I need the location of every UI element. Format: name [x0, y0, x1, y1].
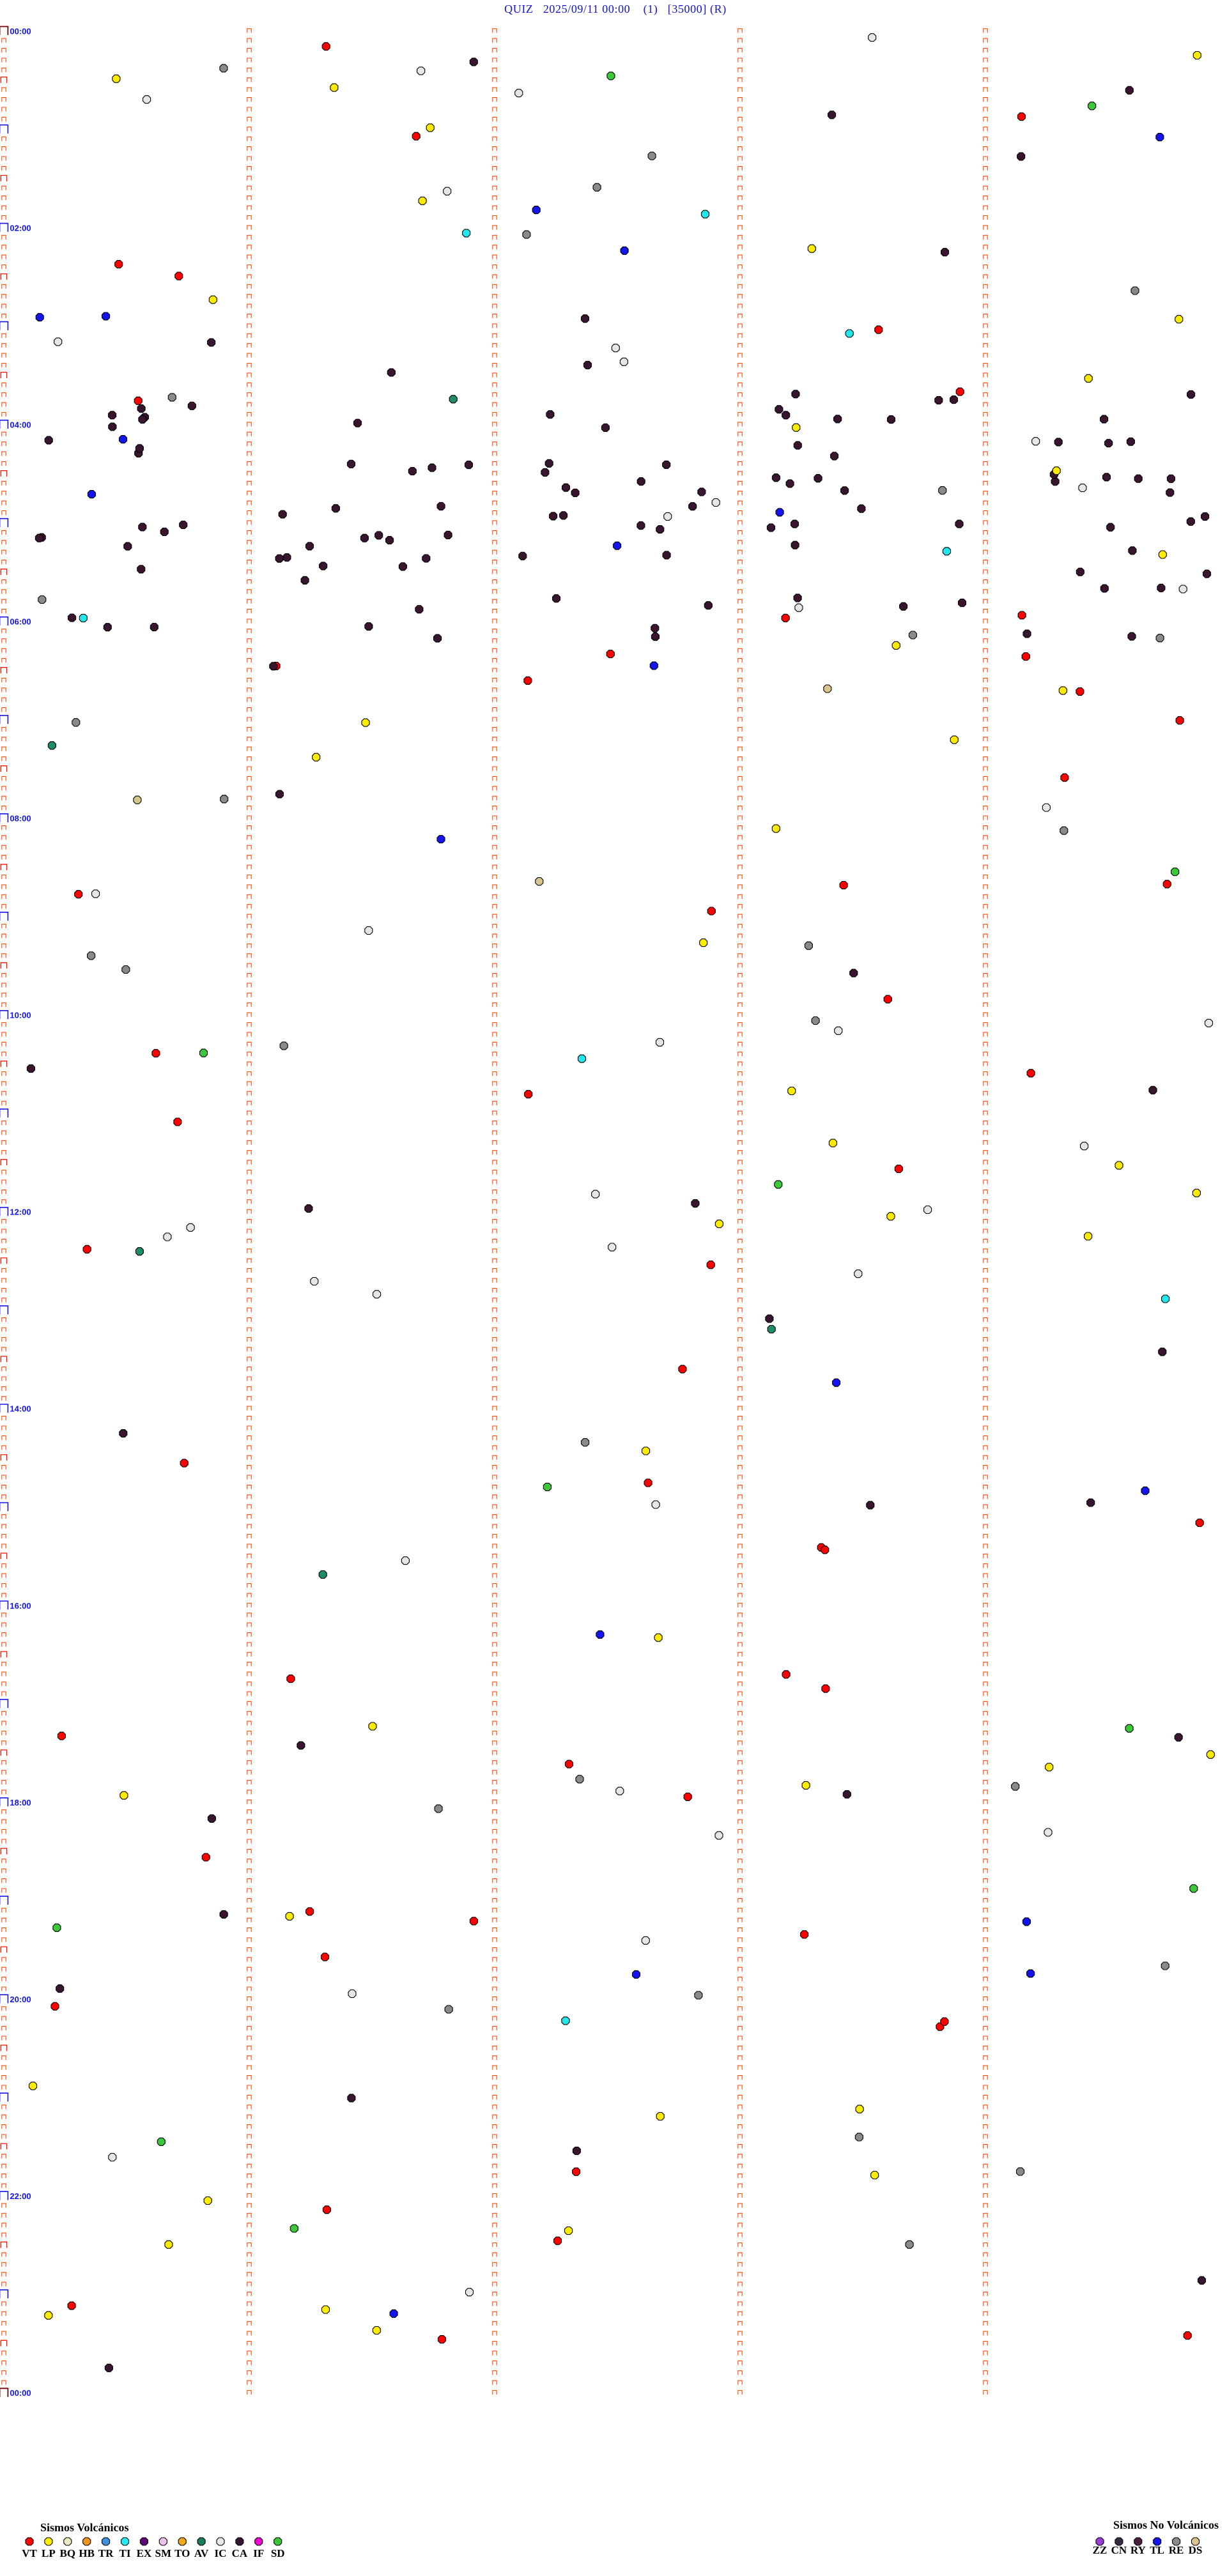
svg-text:CA: CA — [232, 2547, 248, 2559]
svg-text:IC: IC — [215, 2547, 227, 2559]
svg-text:Sismos No Volcánicos: Sismos No Volcánicos — [1113, 2518, 1219, 2531]
svg-text:06:00: 06:00 — [10, 617, 31, 627]
svg-text:QUIZ 2025/09/11 00:00 (1): QUIZ 2025/09/11 00:00 (1) [35000] (R) — [504, 3, 727, 16]
svg-text:10:00: 10:00 — [10, 1011, 31, 1020]
svg-text:16:00: 16:00 — [10, 1601, 31, 1611]
svg-text:00:00: 00:00 — [10, 26, 31, 36]
svg-text:TI: TI — [120, 2547, 131, 2559]
svg-text:00:00: 00:00 — [10, 2388, 31, 2398]
svg-text:22:00: 22:00 — [10, 2191, 31, 2201]
svg-text:12:00: 12:00 — [10, 1208, 31, 1217]
svg-text:02:00: 02:00 — [10, 223, 31, 233]
svg-text:ZZ: ZZ — [1093, 2544, 1107, 2556]
svg-text:EX: EX — [137, 2547, 152, 2559]
svg-text:AV: AV — [194, 2547, 209, 2559]
svg-text:RY: RY — [1131, 2544, 1146, 2556]
svg-text:HB: HB — [79, 2547, 95, 2559]
svg-text:SD: SD — [271, 2547, 285, 2559]
svg-text:LP: LP — [42, 2547, 56, 2559]
svg-text:20:00: 20:00 — [10, 1995, 31, 2004]
svg-text:DS: DS — [1189, 2544, 1203, 2556]
svg-text:TL: TL — [1150, 2544, 1164, 2556]
svg-text:CN: CN — [1111, 2544, 1127, 2556]
svg-text:Sismos Volcánicos: Sismos Volcánicos — [40, 2521, 129, 2534]
svg-text:08:00: 08:00 — [10, 814, 31, 824]
svg-text:TO: TO — [174, 2547, 190, 2559]
svg-text:18:00: 18:00 — [10, 1798, 31, 1807]
svg-text:VT: VT — [22, 2547, 37, 2559]
svg-text:IF: IF — [253, 2547, 264, 2559]
svg-text:BQ: BQ — [60, 2547, 76, 2559]
svg-text:TR: TR — [98, 2547, 114, 2559]
svg-text:SM: SM — [155, 2547, 172, 2559]
svg-text:14:00: 14:00 — [10, 1404, 31, 1414]
svg-text:RE: RE — [1169, 2544, 1184, 2556]
svg-text:04:00: 04:00 — [10, 420, 31, 429]
